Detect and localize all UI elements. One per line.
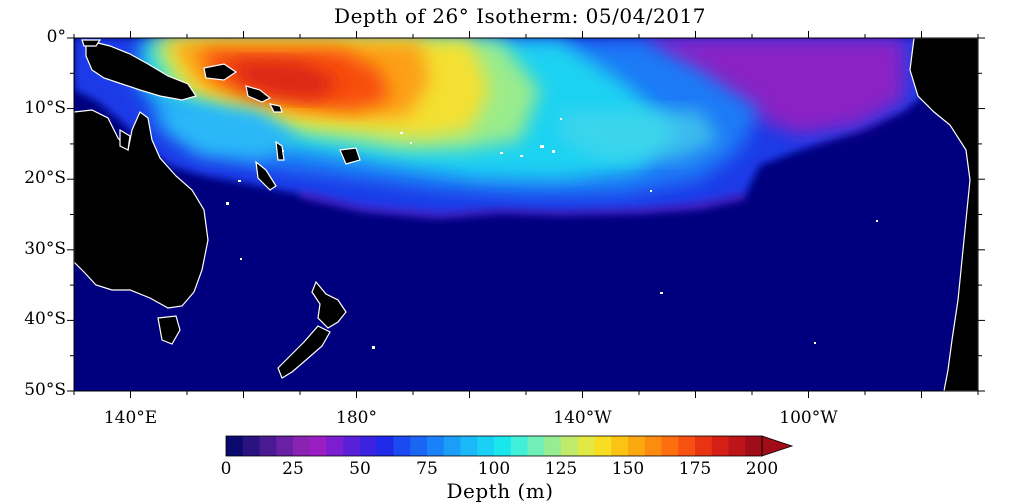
map-panel bbox=[74, 38, 978, 391]
colorbar-swatch bbox=[360, 436, 378, 456]
new-caledonia bbox=[255, 160, 277, 191]
colorbar-overflow-arrow bbox=[761, 435, 794, 457]
land-masses bbox=[74, 38, 978, 391]
new-zealand-south bbox=[277, 325, 331, 379]
colorbar-swatch bbox=[695, 436, 713, 456]
longitude-label: 100°W bbox=[779, 408, 838, 428]
colorbar bbox=[225, 435, 794, 457]
colorbar-title: Depth (m) bbox=[446, 479, 554, 503]
longitude-label: 140°E bbox=[103, 408, 158, 428]
colorbar-swatch bbox=[711, 436, 729, 456]
colorbar-swatch bbox=[427, 436, 445, 456]
isotherm-depth-field bbox=[74, 38, 978, 219]
axis-ticks bbox=[67, 31, 985, 398]
south-america bbox=[909, 38, 978, 391]
colorbar-swatch bbox=[376, 436, 394, 456]
colorbar-swatch bbox=[527, 436, 545, 456]
island-specks bbox=[226, 118, 878, 349]
colorbar-swatch bbox=[678, 436, 696, 456]
colorbar-swatch bbox=[393, 436, 411, 456]
latitude-label: 10°S bbox=[24, 97, 66, 118]
colorbar-swatch bbox=[226, 436, 244, 456]
colorbar-swatch bbox=[443, 436, 461, 456]
tasmania bbox=[157, 315, 181, 345]
longitude-label: 180° bbox=[336, 408, 377, 428]
colorbar-swatch bbox=[510, 436, 528, 456]
colorbar-tick-label: 150 bbox=[611, 459, 645, 479]
map-title: Depth of 26° Isotherm: 05/04/2017 bbox=[334, 4, 706, 28]
new-zealand-north bbox=[311, 280, 347, 329]
colorbar-swatch bbox=[477, 436, 495, 456]
colorbar-swatch bbox=[594, 436, 612, 456]
colorbar-swatch bbox=[293, 436, 311, 456]
latitude-label: 40°S bbox=[24, 309, 66, 330]
colorbar-swatch bbox=[276, 436, 294, 456]
colorbar-swatch bbox=[644, 436, 662, 456]
colorbar-swatch bbox=[544, 436, 562, 456]
colorbar-tick-label: 75 bbox=[416, 459, 438, 479]
colorbar-swatch bbox=[259, 436, 277, 456]
colorbar-swatch bbox=[460, 436, 478, 456]
colorbar-swatch bbox=[309, 436, 327, 456]
longitude-label: 140°W bbox=[553, 408, 612, 428]
colorbar-swatch bbox=[494, 436, 512, 456]
fiji bbox=[339, 147, 361, 165]
colorbar-tick-label: 25 bbox=[282, 459, 304, 479]
new-britain bbox=[203, 63, 238, 81]
colorbar-swatch bbox=[611, 436, 629, 456]
colorbar-frame bbox=[225, 435, 763, 457]
colorbar-tick-label: 125 bbox=[544, 459, 578, 479]
latitude-label: 20°S bbox=[24, 168, 66, 189]
colorbar-swatch bbox=[628, 436, 646, 456]
latitude-label: 30°S bbox=[24, 238, 66, 259]
colorbar-tick-label: 175 bbox=[678, 459, 712, 479]
colorbar-tick-label: 50 bbox=[349, 459, 371, 479]
latitude-label: 50°S bbox=[24, 380, 66, 400]
colorbar-swatch bbox=[326, 436, 344, 456]
colorbar-swatch bbox=[661, 436, 679, 456]
colorbar-tick-label: 0 bbox=[220, 459, 232, 479]
colorbar-swatch bbox=[410, 436, 428, 456]
colorbar-swatch bbox=[561, 436, 579, 456]
colorbar-swatch bbox=[242, 436, 260, 456]
solomon-islands bbox=[245, 85, 272, 103]
colorbar-swatch bbox=[577, 436, 595, 456]
colorbar-swatch bbox=[745, 436, 763, 456]
new-guinea bbox=[85, 39, 197, 101]
colorbar-swatch bbox=[343, 436, 361, 456]
colorbar-tick-label: 100 bbox=[477, 459, 511, 479]
colorbar-tick-label: 200 bbox=[745, 459, 779, 479]
latitude-label: 0° bbox=[46, 27, 66, 47]
colorbar-swatch bbox=[728, 436, 746, 456]
